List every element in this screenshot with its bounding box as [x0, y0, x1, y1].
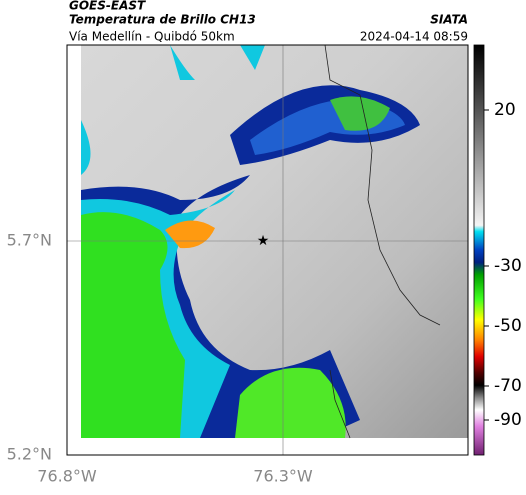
colorbar-tick-label: -70: [494, 376, 522, 396]
colorbar: [473, 44, 485, 456]
x-label: 76.8°W: [37, 467, 97, 486]
satellite-image: ★: [67, 44, 468, 455]
satellite-name: GOES-EAST: [69, 0, 146, 13]
colorbar-tick-label: -30: [494, 256, 522, 276]
product-title: Temperatura de Brillo CH13: [69, 13, 256, 27]
colorbar-ticks: 20 -30 -50 -70 -90: [484, 100, 522, 430]
source-label: SIATA: [430, 13, 468, 27]
y-label: 5.7°N: [7, 231, 52, 250]
x-label: 76.3°W: [253, 467, 313, 486]
map-frame: [66, 44, 469, 456]
y-label: 5.2°N: [7, 445, 52, 464]
region-label: Vía Medellín - Quibdó 50km: [69, 30, 235, 44]
colorbar-tick-label: -50: [494, 316, 522, 336]
colorbar-tick-label: -90: [494, 410, 522, 430]
svg-text:★: ★: [257, 233, 270, 249]
colorbar-tick-label: 20: [494, 100, 516, 120]
timestamp: 2024-04-14 08:59: [360, 30, 468, 44]
